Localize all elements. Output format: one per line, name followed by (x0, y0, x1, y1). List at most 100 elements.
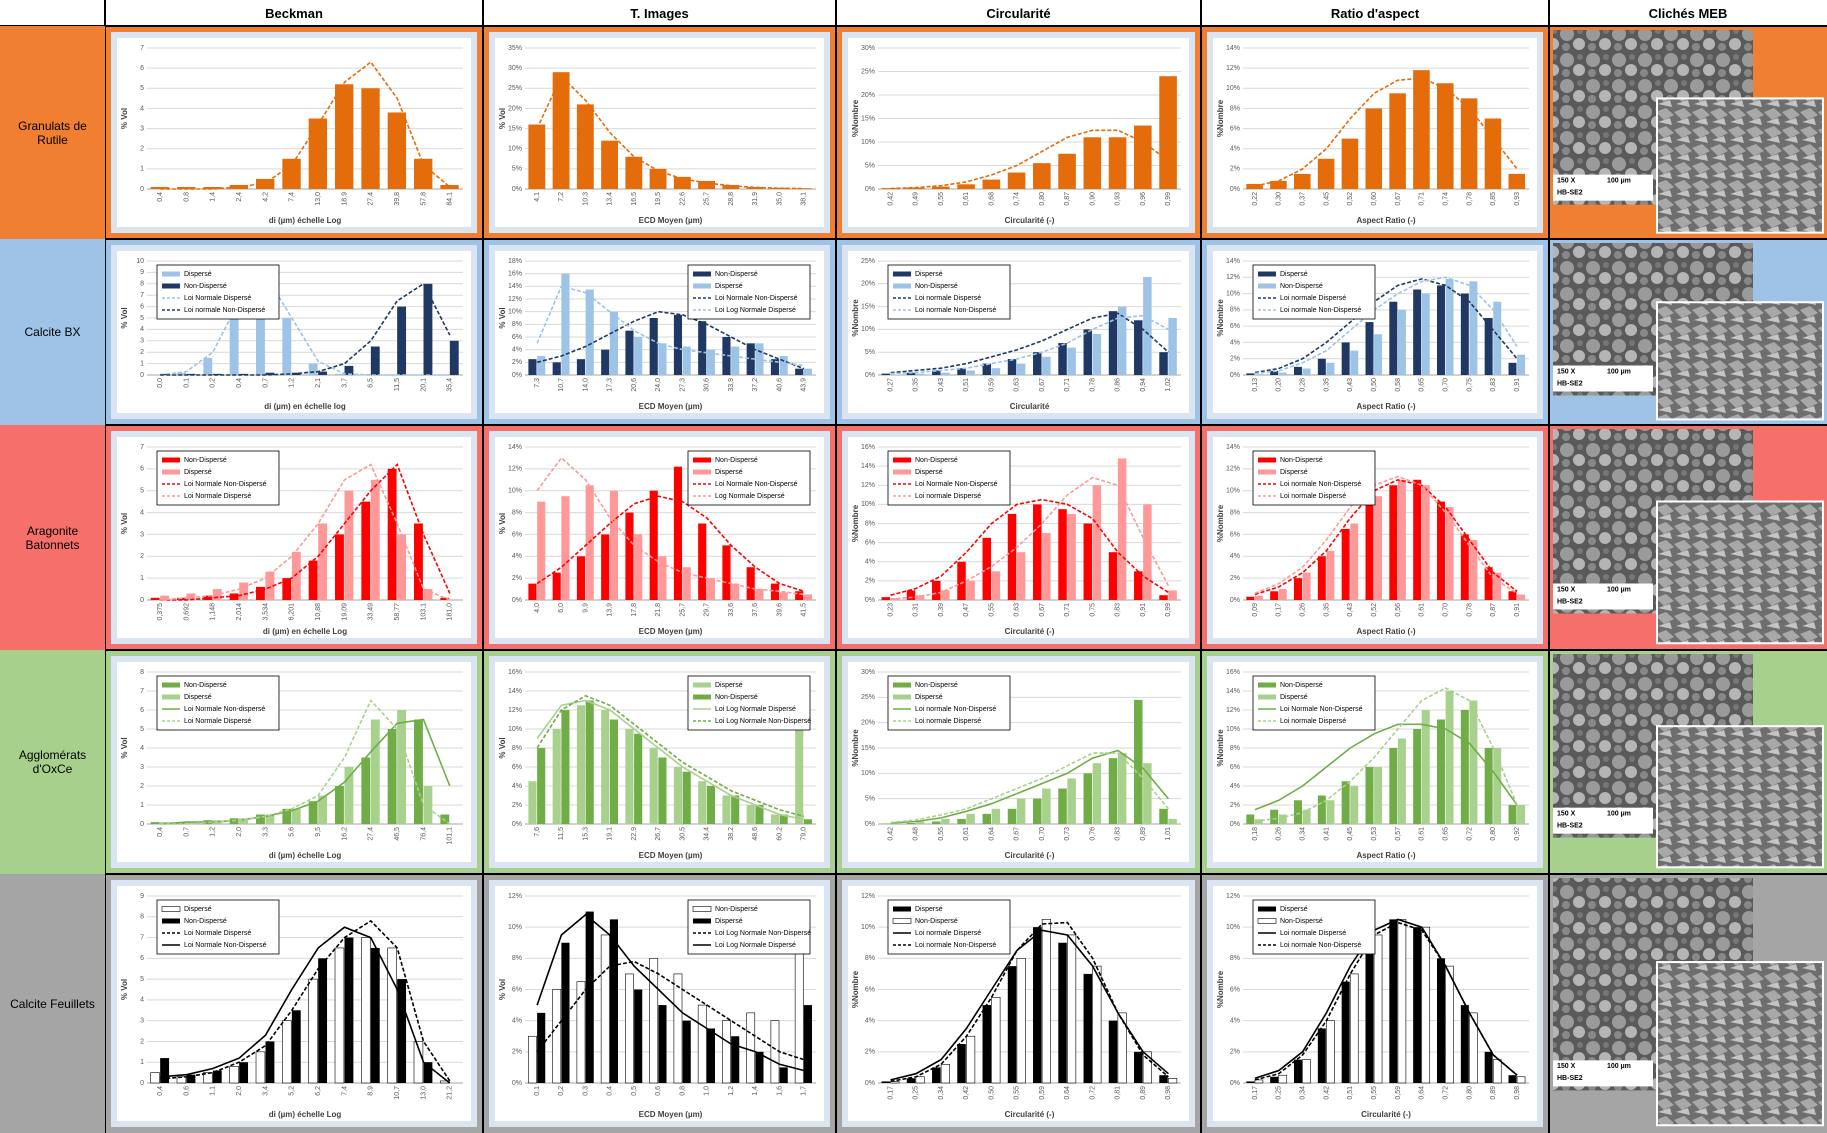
y-tick-label: 5 (140, 726, 144, 733)
x-tick-label: 0,61 (963, 827, 970, 841)
bar (932, 370, 941, 375)
y-tick-label: 2 (140, 783, 144, 790)
bar (1033, 352, 1042, 375)
legend-swatch (1258, 682, 1276, 688)
y-tick-label: 6% (512, 764, 522, 771)
bar (561, 273, 570, 375)
bar (308, 978, 318, 1084)
y-tick-label: 5% (512, 166, 522, 173)
bar (625, 330, 634, 375)
x-tick-label: 0,70 (1442, 603, 1449, 617)
x-tick-label: 31,9 (752, 192, 759, 206)
y-tick-label: 0% (512, 1080, 522, 1087)
bar (1350, 350, 1359, 375)
legend-swatch (693, 682, 711, 688)
y-tick-label: 12% (861, 482, 875, 489)
bar (1278, 814, 1287, 824)
y-tick-label: 6% (865, 986, 875, 993)
y-tick-label: 10% (861, 501, 875, 508)
bar (601, 349, 610, 375)
x-tick-label: 0,23 (887, 603, 894, 617)
y-tick-label: 0% (865, 372, 875, 379)
x-tick-label: 19,5 (655, 192, 662, 206)
fit-line (1254, 687, 1518, 822)
y-tick-label: 8% (865, 955, 875, 962)
bar (1007, 359, 1017, 375)
x-tick-label: 30,5 (679, 827, 686, 841)
bar (318, 523, 328, 600)
bar (770, 583, 780, 600)
x-tick-label: 103,1 (420, 603, 427, 621)
legend-swatch (893, 682, 911, 688)
fit-line (536, 310, 805, 370)
y-tick-label: 8 (140, 669, 144, 676)
bar (1341, 138, 1359, 189)
bar (1042, 788, 1051, 824)
bar (1041, 919, 1051, 1084)
sem-label: 150 X (1557, 178, 1576, 185)
x-tick-label: 27,3 (679, 378, 686, 392)
x-tick-label: 0,59 (1395, 1086, 1402, 1100)
x-tick-label: 0,61 (963, 192, 970, 206)
bar (982, 179, 1001, 189)
x-tick-label: 0,8 (679, 1086, 686, 1096)
x-tick-label: 0,60 (1371, 192, 1378, 206)
y-tick-label: 10% (1226, 290, 1240, 297)
bar (308, 801, 318, 824)
bar (890, 1081, 900, 1084)
x-tick-label: 0,72 (1442, 1086, 1449, 1100)
x-tick-label: 0,80 (1039, 192, 1046, 206)
x-axis-label: di (µm) en échelle Log (263, 627, 347, 636)
y-tick-label: 2% (865, 1049, 875, 1056)
bar (1117, 753, 1127, 824)
bar (1317, 795, 1326, 824)
bar (941, 372, 950, 375)
bar (1469, 281, 1478, 375)
bar (1317, 158, 1335, 189)
x-tick-label: 0,4 (236, 378, 243, 388)
y-tick-label: 4% (512, 553, 522, 560)
bar (1374, 334, 1383, 375)
legend-swatch (892, 918, 912, 924)
x-tick-label: 0,55 (938, 192, 945, 206)
y-tick-label: 14% (508, 444, 522, 451)
bar (706, 1028, 716, 1083)
x-tick-label: 0,17 (1276, 603, 1283, 617)
bar (1108, 552, 1118, 600)
bar (344, 365, 354, 375)
y-tick-label: 20% (508, 105, 522, 112)
bar (361, 501, 371, 600)
x-tick-label: 10,7 (558, 378, 565, 392)
bar (1397, 309, 1406, 375)
x-axis-label: ECD Moyen (µm) (639, 402, 703, 411)
y-tick-label: 6% (512, 531, 522, 538)
legend-label: Dispersé (715, 469, 743, 476)
bar (1484, 318, 1493, 375)
legend-swatch (162, 469, 180, 475)
y-tick-label: 2 (140, 349, 144, 356)
x-tick-label: 0,55 (938, 827, 945, 841)
x-tick-label: 0,70 (1039, 827, 1046, 841)
sem-label: HB-SE2 (1557, 598, 1583, 605)
bar (649, 168, 667, 189)
x-tick-label: 0,85 (1490, 192, 1497, 206)
legend-swatch (162, 283, 180, 289)
bar (1143, 763, 1152, 824)
y-tick-label: 2% (512, 802, 522, 809)
legend-label: Log Normale Dispersé (715, 493, 785, 500)
legend-label: Dispersé (184, 906, 212, 913)
bar (239, 582, 249, 600)
y-tick-label: 6% (1230, 764, 1240, 771)
bar (1270, 809, 1279, 824)
legend-label: Non-Dispersé (715, 694, 758, 701)
fit-line (1254, 278, 1518, 374)
bar (1092, 485, 1102, 600)
fit-line (160, 273, 450, 376)
x-tick-label: 5,2 (289, 1086, 296, 1096)
y-tick-label: 4% (1230, 783, 1240, 790)
legend-label: Loi normale Non-Dispersé (184, 307, 265, 314)
bar (658, 757, 667, 824)
bar (150, 822, 160, 824)
legend-swatch (692, 906, 712, 912)
bar (795, 368, 804, 375)
